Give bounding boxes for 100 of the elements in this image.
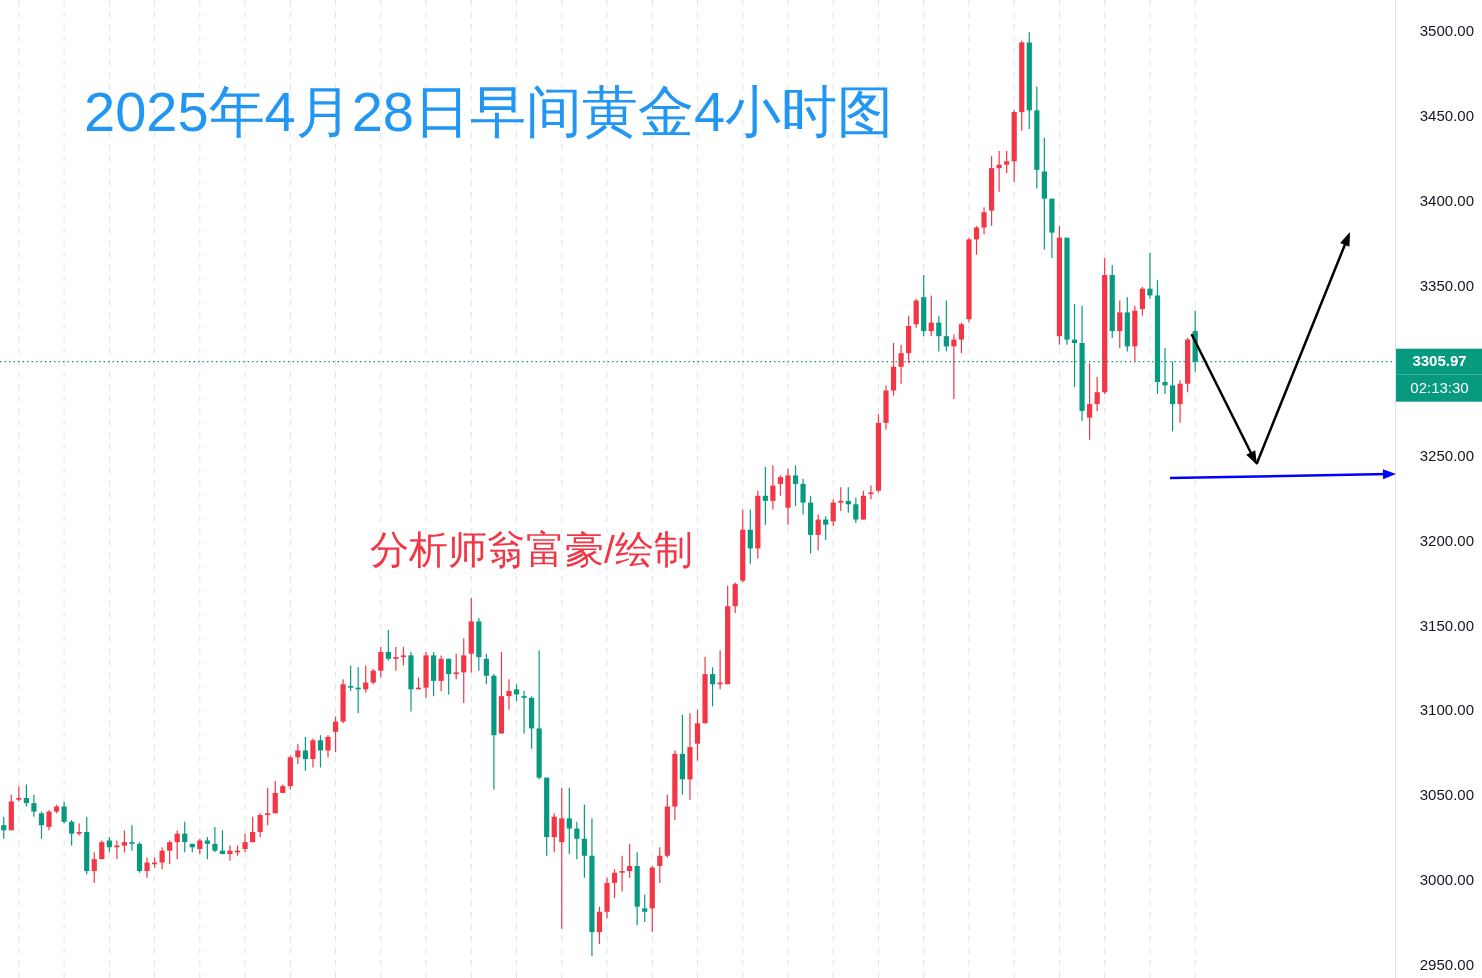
candlestick	[747, 508, 753, 565]
candlestick	[800, 478, 806, 516]
candlestick	[611, 868, 618, 899]
candlestick	[566, 787, 572, 855]
candlestick	[461, 637, 467, 704]
candlestick	[868, 485, 874, 500]
candlestick	[830, 498, 836, 527]
candlestick	[61, 800, 67, 825]
candlestick	[1, 816, 7, 840]
candlestick	[159, 846, 165, 870]
candlestick	[853, 496, 859, 524]
candlestick	[212, 826, 218, 853]
candlestick	[438, 654, 444, 692]
candlestick	[204, 836, 210, 860]
candlestick	[521, 690, 527, 735]
ref-line-label: 3305.97	[1412, 351, 1467, 369]
candlestick	[393, 646, 399, 672]
candlestick	[958, 322, 965, 354]
candlestick	[1004, 150, 1010, 174]
candlestick	[898, 344, 904, 385]
candlestick	[38, 811, 45, 840]
candlestick	[642, 894, 648, 923]
candlestick	[596, 906, 603, 945]
candlestick	[981, 206, 987, 235]
candlestick	[16, 785, 22, 803]
candlestick	[777, 474, 784, 497]
candlestick	[890, 342, 897, 397]
candlestick	[46, 809, 52, 831]
candlestick	[167, 839, 173, 865]
candlestick	[242, 833, 248, 853]
candlestick	[325, 734, 331, 758]
candlestick	[295, 743, 301, 765]
candlestick	[317, 734, 324, 769]
y-tick-label: 3400.00	[1419, 192, 1474, 210]
candlestick	[943, 299, 949, 353]
candlestick	[770, 464, 776, 510]
candlestick	[559, 787, 565, 930]
candlestick	[581, 804, 587, 879]
candlestick	[250, 816, 256, 843]
candlestick	[838, 486, 844, 512]
y-tick-label: 3000.00	[1419, 871, 1474, 889]
text: 02:13:30	[1410, 378, 1469, 396]
candlestick	[928, 294, 934, 337]
candlestick	[272, 780, 278, 814]
candlestick	[709, 666, 716, 707]
candlestick	[815, 513, 821, 551]
candlestick	[1094, 376, 1100, 412]
y-tick-label: 2950.00	[1419, 956, 1474, 974]
candlestick	[302, 736, 308, 772]
candlestick	[310, 737, 316, 769]
candlestick	[174, 829, 180, 860]
candlestick	[400, 646, 407, 667]
candlestick	[453, 653, 459, 680]
candlestick	[694, 709, 701, 762]
candlestick	[619, 855, 625, 893]
candlestick	[483, 653, 489, 685]
candlestick	[657, 846, 663, 884]
candlestick	[31, 794, 37, 818]
y-tick-label: 3100.00	[1419, 701, 1474, 719]
candlestick	[1139, 286, 1145, 317]
candlestick	[936, 315, 942, 353]
candlestick	[732, 581, 738, 614]
candlestick	[823, 515, 829, 541]
y-tick-label: 3250.00	[1419, 446, 1474, 464]
candlestick	[69, 819, 75, 847]
text: 2025年4月28日早间黄金4小时图	[84, 80, 894, 143]
candlestick	[1177, 379, 1183, 424]
candlestick	[129, 824, 135, 852]
candlestick	[860, 490, 866, 521]
y-tick-label: 3200.00	[1419, 531, 1474, 549]
candlestick	[551, 812, 557, 853]
candlestick	[506, 678, 512, 711]
candlestick	[1117, 299, 1123, 349]
y-tick-label: 3450.00	[1419, 107, 1474, 125]
candlestick	[1147, 252, 1153, 300]
y-tick-label: 3350.00	[1419, 276, 1474, 294]
annotation: 分析师翁富豪/绘制	[370, 528, 693, 571]
candlestick	[121, 829, 128, 853]
candlestick	[574, 821, 580, 860]
candlestick	[257, 812, 263, 838]
candlestick	[378, 646, 384, 679]
candlestick	[385, 629, 391, 662]
candlestick	[1087, 362, 1093, 441]
candlestick	[144, 856, 150, 879]
candlestick	[23, 783, 29, 808]
candlestick	[446, 658, 452, 696]
candlestick	[762, 466, 768, 526]
candlestick	[182, 821, 188, 853]
candlestick	[348, 664, 354, 692]
candlestick	[627, 843, 633, 879]
y-tick-label: 3500.00	[1419, 22, 1474, 40]
candlestick	[91, 851, 97, 884]
candlestick	[913, 298, 919, 329]
candlestick	[1169, 361, 1176, 432]
candlestick	[227, 844, 233, 862]
y-tick-label: 3150.00	[1419, 616, 1474, 634]
candlestick	[265, 787, 271, 826]
y-tick-label: 3050.00	[1419, 786, 1474, 804]
candlestick	[332, 715, 339, 753]
candlestick	[792, 464, 799, 507]
